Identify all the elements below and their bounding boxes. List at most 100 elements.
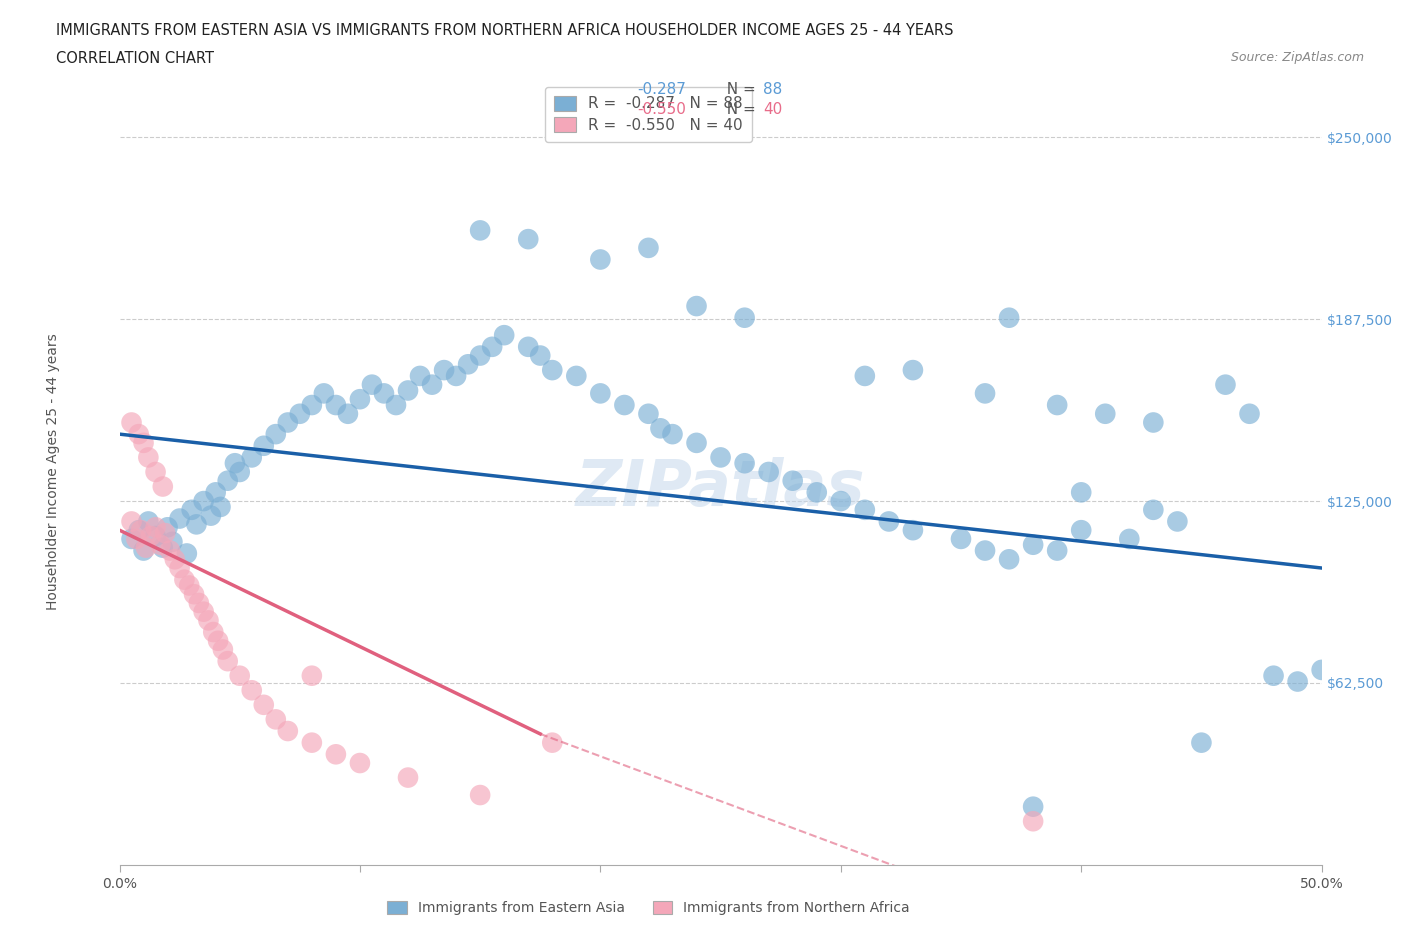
Point bbox=[138, 514, 160, 529]
Point bbox=[179, 578, 201, 593]
Point bbox=[325, 747, 347, 762]
Point bbox=[1070, 523, 1092, 538]
Point bbox=[264, 427, 287, 442]
Point bbox=[1142, 502, 1164, 517]
Point bbox=[138, 450, 160, 465]
Point bbox=[1189, 736, 1212, 751]
Point bbox=[650, 421, 672, 436]
Point bbox=[1022, 538, 1045, 552]
Point bbox=[186, 517, 208, 532]
Point bbox=[468, 788, 492, 803]
Point bbox=[240, 450, 263, 465]
Point bbox=[529, 348, 551, 363]
Text: Source: ZipAtlas.com: Source: ZipAtlas.com bbox=[1230, 51, 1364, 64]
Point bbox=[253, 698, 276, 712]
Point bbox=[1046, 543, 1069, 558]
Point bbox=[212, 642, 235, 657]
Point bbox=[709, 450, 731, 465]
Point bbox=[207, 633, 229, 648]
Point bbox=[420, 378, 443, 392]
Point bbox=[125, 531, 148, 546]
Point bbox=[589, 252, 612, 267]
Point bbox=[1286, 674, 1309, 689]
Point bbox=[396, 770, 419, 785]
Point bbox=[301, 669, 323, 684]
Point bbox=[806, 485, 828, 499]
Point bbox=[782, 473, 804, 488]
Point bbox=[853, 502, 876, 517]
Point bbox=[734, 311, 756, 325]
Point bbox=[685, 435, 707, 450]
Point bbox=[156, 520, 179, 535]
Point bbox=[1022, 799, 1045, 814]
Point bbox=[128, 523, 150, 538]
Point bbox=[129, 523, 152, 538]
Text: Householder Income Ages 25 - 44 years: Householder Income Ages 25 - 44 years bbox=[46, 334, 60, 610]
Point bbox=[637, 406, 659, 421]
Point bbox=[349, 392, 371, 406]
Point bbox=[541, 363, 564, 378]
Point bbox=[145, 465, 167, 480]
Point bbox=[193, 494, 215, 509]
Point bbox=[1142, 415, 1164, 430]
Point bbox=[301, 398, 323, 413]
Point bbox=[277, 415, 299, 430]
Point bbox=[264, 712, 287, 727]
Point bbox=[253, 438, 276, 453]
Point bbox=[974, 386, 997, 401]
Point bbox=[135, 540, 157, 555]
Text: 88: 88 bbox=[763, 82, 783, 97]
Text: N =: N = bbox=[717, 102, 761, 117]
Point bbox=[661, 427, 683, 442]
Point bbox=[187, 595, 209, 610]
Point bbox=[613, 398, 636, 413]
Point bbox=[228, 669, 252, 684]
Point bbox=[385, 398, 408, 413]
Point bbox=[159, 543, 181, 558]
Point bbox=[336, 406, 359, 421]
Point bbox=[565, 368, 588, 383]
Point bbox=[541, 736, 564, 751]
Point bbox=[589, 386, 612, 401]
Point bbox=[468, 223, 492, 238]
Point bbox=[145, 528, 167, 543]
Point bbox=[1263, 669, 1285, 684]
Point bbox=[173, 572, 195, 587]
Text: IMMIGRANTS FROM EASTERN ASIA VS IMMIGRANTS FROM NORTHERN AFRICA HOUSEHOLDER INCO: IMMIGRANTS FROM EASTERN ASIA VS IMMIGRAN… bbox=[56, 23, 953, 38]
Point bbox=[1166, 514, 1188, 529]
Point bbox=[312, 386, 335, 401]
Point bbox=[128, 427, 150, 442]
Point bbox=[217, 473, 239, 488]
Point bbox=[152, 540, 174, 555]
Point bbox=[830, 494, 852, 509]
Point bbox=[240, 683, 263, 698]
Legend: Immigrants from Eastern Asia, Immigrants from Northern Africa: Immigrants from Eastern Asia, Immigrants… bbox=[381, 896, 915, 921]
Point bbox=[163, 551, 186, 566]
Point bbox=[468, 348, 492, 363]
Point bbox=[517, 232, 540, 246]
Point bbox=[153, 525, 176, 540]
Point bbox=[517, 339, 540, 354]
Point bbox=[685, 299, 707, 313]
Point bbox=[132, 543, 155, 558]
Point bbox=[288, 406, 311, 421]
Point bbox=[409, 368, 432, 383]
Point bbox=[152, 479, 174, 494]
Point bbox=[998, 311, 1021, 325]
Point bbox=[853, 368, 876, 383]
Point bbox=[481, 339, 503, 354]
Point bbox=[901, 363, 924, 378]
Text: N =: N = bbox=[717, 82, 761, 97]
Point bbox=[998, 551, 1021, 566]
Point bbox=[197, 613, 219, 628]
Point bbox=[1022, 814, 1045, 829]
Text: -0.287: -0.287 bbox=[637, 82, 686, 97]
Point bbox=[444, 368, 467, 383]
Point bbox=[149, 538, 172, 552]
Point bbox=[1094, 406, 1116, 421]
Point bbox=[494, 327, 516, 342]
Point bbox=[974, 543, 997, 558]
Text: ZIPatlas: ZIPatlas bbox=[576, 457, 865, 519]
Point bbox=[183, 587, 205, 602]
Point bbox=[228, 465, 252, 480]
